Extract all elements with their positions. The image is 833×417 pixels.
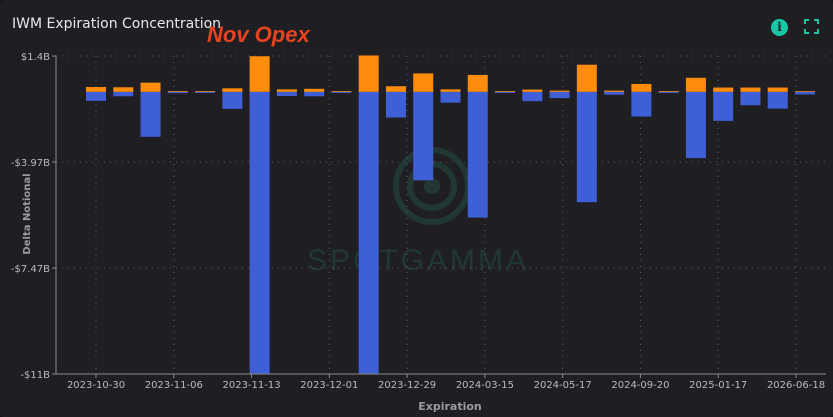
put-bar: [276, 91, 297, 97]
put-bar: [631, 91, 652, 117]
x-tick-label: 2023-12-01: [300, 380, 358, 391]
x-axis: 2023-10-30 2023-11-06 2023-11-13 2023-12-01…: [56, 373, 826, 391]
put-bar: [713, 91, 734, 121]
put-bar: [249, 91, 270, 374]
call-bar: [604, 90, 625, 92]
put-bar: [86, 91, 106, 101]
call-bar: [249, 56, 270, 92]
x-tick-label: 2024-03-15: [456, 380, 514, 391]
x-tick-label: 2024-09-20: [611, 380, 669, 391]
call-bar: [413, 73, 434, 92]
call-bar: [740, 87, 761, 92]
put-bar: [522, 91, 543, 102]
call-bar: [331, 91, 352, 93]
grid: [56, 55, 826, 375]
x-tick-label: 2026-06-18: [767, 380, 825, 391]
call-bar: [522, 89, 543, 92]
y-axis: $1.4B -$3.97B -$7.47B -$11B: [11, 52, 57, 381]
y-tick-label: $1.4B: [21, 52, 50, 63]
call-bar: [658, 91, 679, 93]
call-bar: [467, 74, 488, 92]
x-tick-label: 2025-01-17: [689, 380, 747, 391]
y-tick-label: -$11B: [20, 370, 50, 381]
put-bar: [549, 91, 570, 99]
put-bar: [495, 91, 516, 93]
call-bar: [195, 91, 216, 93]
expand-icon[interactable]: [804, 19, 819, 34]
put-bar: [167, 91, 188, 94]
chart-title: IWM Expiration Concentration: [12, 16, 222, 32]
put-bar: [576, 91, 597, 203]
x-tick-label: 2023-10-30: [67, 380, 125, 391]
put-bar: [331, 91, 352, 93]
watermark-text: SPOTGAMMA: [307, 244, 529, 277]
call-bar: [304, 88, 325, 92]
put-bar: [467, 91, 488, 218]
y-axis-label: Delta Notional: [22, 173, 33, 254]
put-bar: [222, 91, 243, 109]
call-bar: [767, 87, 788, 92]
call-bar: [495, 91, 516, 93]
call-bar: [713, 87, 734, 92]
call-bar: [167, 91, 188, 93]
nov-opex-annotation: Nov Opex: [207, 22, 310, 47]
put-bar: [740, 91, 761, 106]
put-bar: [358, 91, 379, 374]
y-tick-label: -$7.47B: [11, 264, 50, 275]
call-bar: [385, 86, 406, 92]
call-bar: [631, 83, 652, 92]
call-bar: [86, 87, 106, 92]
call-bar: [358, 55, 379, 92]
call-bar: [549, 90, 570, 92]
put-bar: [440, 91, 461, 103]
put-bar: [385, 91, 406, 118]
call-bar: [276, 89, 297, 92]
x-tick-label: 2023-11-13: [222, 380, 280, 391]
y-tick-label: -$3.97B: [11, 158, 50, 169]
call-bar: [140, 82, 161, 92]
call-bar: [576, 64, 597, 92]
expand-icon-graphic: [804, 19, 819, 34]
put-bar: [685, 91, 706, 159]
put-bar: [413, 91, 434, 181]
put-bar: [604, 91, 625, 95]
call-bar: [113, 87, 134, 92]
put-bar: [658, 91, 679, 93]
x-tick-label: 2023-12-29: [378, 380, 436, 391]
bars: [86, 55, 815, 374]
call-bar: [685, 77, 706, 92]
call-bar: [222, 88, 243, 92]
call-bar: [440, 89, 461, 92]
put-bar: [304, 91, 325, 97]
put-bar: [795, 91, 815, 95]
put-bar: [195, 91, 216, 93]
x-tick-label: 2024-05-17: [534, 380, 592, 391]
x-axis-label: Expiration: [418, 400, 482, 413]
call-bar: [795, 91, 815, 93]
put-bar: [140, 91, 161, 137]
put-bar: [767, 91, 788, 109]
info-icon[interactable]: i: [771, 19, 788, 36]
put-bar: [113, 91, 134, 97]
x-tick-label: 2023-11-06: [145, 380, 203, 391]
